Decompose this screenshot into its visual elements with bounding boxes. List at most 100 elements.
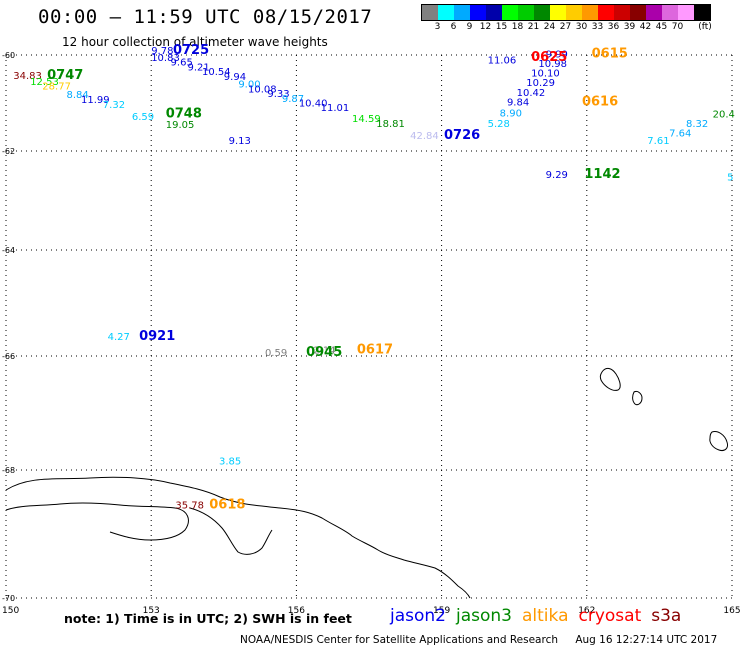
footer-note: note: 1) Time is in UTC; 2) SWH is in fe…	[64, 611, 352, 626]
y-tick-label: -66	[2, 352, 15, 361]
swh-value: 34.83	[13, 71, 42, 82]
swh-value: 8.90	[500, 108, 522, 119]
legend-label: 42	[639, 22, 652, 32]
pass-time-labels: 0725 0747 0748 0726 0625 0615 0616 1142 0921 0945…	[47, 43, 628, 512]
swh-value: 10.83	[151, 53, 180, 64]
swh-value: 18.81	[376, 119, 405, 130]
legend-label: 18	[511, 22, 524, 32]
legend-swatch	[486, 5, 502, 20]
legend-labels: 3 6 9 12 15 18 21 24 27 30 33 36 39 42 45 70 (ft)	[421, 21, 712, 35]
swh-value: 9.87	[282, 94, 304, 105]
pass-time: 0921	[139, 329, 175, 344]
swh-value: 19.05	[166, 120, 195, 131]
swh-value: 10.42	[517, 88, 546, 99]
swh-value: 9.13	[229, 136, 251, 147]
swh-value: 42.84	[410, 131, 439, 142]
swh-value: 5	[727, 173, 733, 184]
y-tick-label: -60	[2, 51, 15, 60]
swh-value: 7.32	[103, 100, 125, 111]
swh-value: 4.27	[108, 332, 130, 343]
legend-swatch	[582, 5, 598, 20]
legend-swatch	[534, 5, 550, 20]
legend-label: 33	[591, 22, 604, 32]
mission-cryosat: cryosat	[578, 606, 642, 626]
swh-value: 0.59	[265, 348, 287, 359]
pass-time: 0615	[592, 46, 628, 61]
legend-label: 21	[527, 22, 540, 32]
legend-color-bar	[421, 4, 711, 21]
legend-swatch	[630, 5, 646, 20]
generation-timestamp: Aug 16 12:27:14 UTC 2017	[575, 634, 718, 646]
y-tick-label: -64	[2, 246, 15, 255]
mission-jason2: jason2	[390, 606, 446, 626]
legend-label: 36	[607, 22, 620, 32]
mission-legend: jason2 jason3 altika cryosat s3a	[390, 606, 691, 626]
legend-label: 30	[575, 22, 588, 32]
x-tick-label: 162	[578, 606, 595, 616]
swh-value: 14.59	[352, 114, 381, 125]
legend-swatch	[566, 5, 582, 20]
coast-ice-tongue	[189, 507, 273, 555]
x-tick-label: 159	[433, 606, 450, 616]
legend-swatch	[614, 5, 630, 20]
legend-swatch	[470, 5, 486, 20]
credit-text: NOAA/NESDIS Center for Satellite Applica…	[240, 634, 558, 646]
legend-unit: (ft)	[698, 22, 712, 32]
swh-value: 9.29	[546, 170, 568, 181]
swh-value: 11.99	[81, 95, 110, 106]
mission-jason3: jason3	[456, 606, 512, 626]
legend-label: 3	[434, 22, 441, 32]
legend-label: 45	[655, 22, 668, 32]
swh-value: 9.33	[267, 89, 289, 100]
y-tick-label: -68	[2, 466, 15, 475]
pass-time: 0945	[306, 345, 342, 360]
legend-label: 24	[543, 22, 556, 32]
axis-tick-labels: 150 153 156 159 162 165 -60 -62 -64 -66 -68 -70	[2, 51, 740, 616]
map-grid	[5, 54, 733, 600]
y-tick-label: -62	[2, 147, 15, 156]
swh-value: 9.00	[238, 80, 260, 91]
legend-swatch	[438, 5, 454, 20]
swh-value: 9.65	[171, 58, 193, 69]
swh-value: 12.53	[30, 77, 59, 88]
mission-altika: altika	[522, 606, 569, 626]
swh-value: 7.61	[647, 136, 669, 147]
x-tick-label: 165	[723, 606, 740, 616]
pass-time: 0725	[173, 43, 209, 58]
swh-value: 28.77	[42, 82, 71, 93]
swh-value: 2.14	[313, 345, 335, 356]
x-tick-label: 153	[143, 606, 160, 616]
swh-value: 3.85	[219, 456, 241, 467]
footer-credit: NOAA/NESDIS Center for Satellite Applica…	[240, 634, 717, 646]
legend-swatch	[454, 5, 470, 20]
legend-label: 70	[671, 22, 684, 32]
legend-label: 9	[466, 22, 473, 32]
legend-label: 15	[495, 22, 508, 32]
swh-value: 10.10	[531, 69, 560, 80]
swh-observations: 9.7810.839.659.2110.549.949.0010.089.339…	[13, 46, 735, 511]
map-title: 00:00 – 11:59 UTC 08/15/2017	[38, 6, 373, 28]
swh-value: 9.78	[151, 46, 173, 57]
legend-label: 6	[450, 22, 457, 32]
swh-value: 11.01	[321, 103, 350, 114]
map-subtitle: 12 hour collection of altimeter wave hei…	[62, 35, 328, 49]
swh-value: 20.4	[713, 109, 735, 120]
legend-swatch	[422, 5, 438, 20]
swh-value: 6.59	[132, 112, 154, 123]
legend-label: 12	[479, 22, 492, 32]
swh-value: 11.06	[488, 56, 517, 67]
legend-swatch	[678, 5, 694, 20]
mission-s3a: s3a	[651, 606, 682, 626]
pass-time: 0618	[209, 497, 245, 512]
legend-label: 27	[559, 22, 572, 32]
pass-time: 0625	[531, 50, 567, 65]
swh-value: 9.99	[546, 49, 568, 60]
y-tick-label: -70	[2, 594, 15, 603]
swh-value: 9.21	[188, 62, 210, 73]
pass-time: 0726	[444, 128, 480, 143]
island-3	[709, 431, 728, 451]
legend-swatch	[694, 5, 710, 20]
legend-swatch	[518, 5, 534, 20]
pass-time: 0617	[357, 342, 393, 357]
